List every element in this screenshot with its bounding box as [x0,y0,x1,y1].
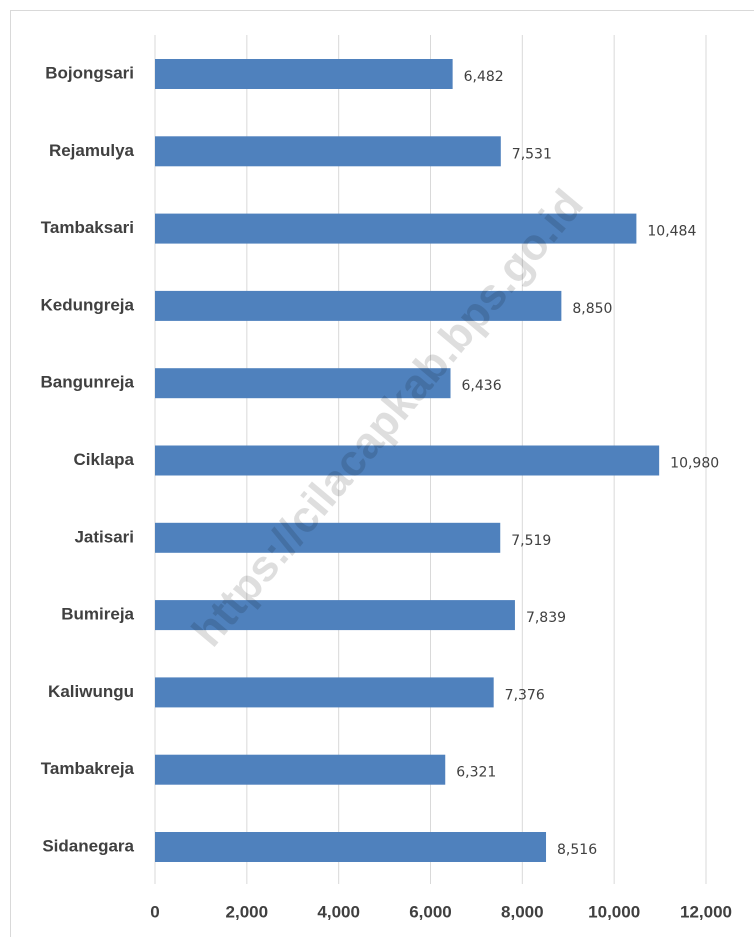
bar [155,445,660,476]
x-tick-label: 4,000 [317,902,360,921]
y-tick-label: Jatisari [74,527,134,546]
y-tick-label: Sidanegara [42,836,134,855]
x-tick-label: 2,000 [226,902,269,921]
bar [155,754,446,785]
y-tick-label: Bumireja [61,605,134,624]
y-tick-label: Rejamulya [49,141,135,160]
x-tick-label: 12,000 [680,902,732,921]
x-tick-label: 0 [150,902,159,921]
y-tick-label: Bojongsari [45,63,134,82]
y-tick-label: Tambakreja [41,759,135,778]
bar [155,136,501,167]
data-label: 10,980 [670,456,719,472]
x-tick-label: 6,000 [409,902,452,921]
bar [155,290,562,321]
data-label: 6,436 [462,378,502,394]
y-tick-label: Kedungreja [40,295,134,314]
bar [155,59,453,89]
y-tick-label: Tambaksari [41,218,134,237]
data-label: 7,519 [511,533,551,549]
data-label: 6,482 [464,69,504,85]
data-label: 6,321 [456,765,496,781]
data-label: 8,850 [572,301,612,317]
data-label: 10,484 [647,224,696,240]
data-label: 7,376 [505,687,545,703]
x-tick-label: 10,000 [588,902,640,921]
bar [155,368,451,399]
bars [155,59,660,862]
chart-frame [10,10,754,937]
y-tick-label: Kaliwungu [48,682,134,701]
bar [155,677,494,708]
y-tick-label: Ciklapa [74,450,135,469]
bar [155,832,547,862]
bar [155,522,501,553]
x-tick-label: 8,000 [501,902,544,921]
y-tick-label: Bangunreja [40,373,134,392]
data-label: 7,839 [526,610,566,626]
watermark: https://cilacapkab.bps.go.id [183,180,593,655]
bar [155,600,515,631]
data-label: 8,516 [557,842,597,858]
bar [155,213,637,244]
data-label: 7,531 [512,146,552,162]
